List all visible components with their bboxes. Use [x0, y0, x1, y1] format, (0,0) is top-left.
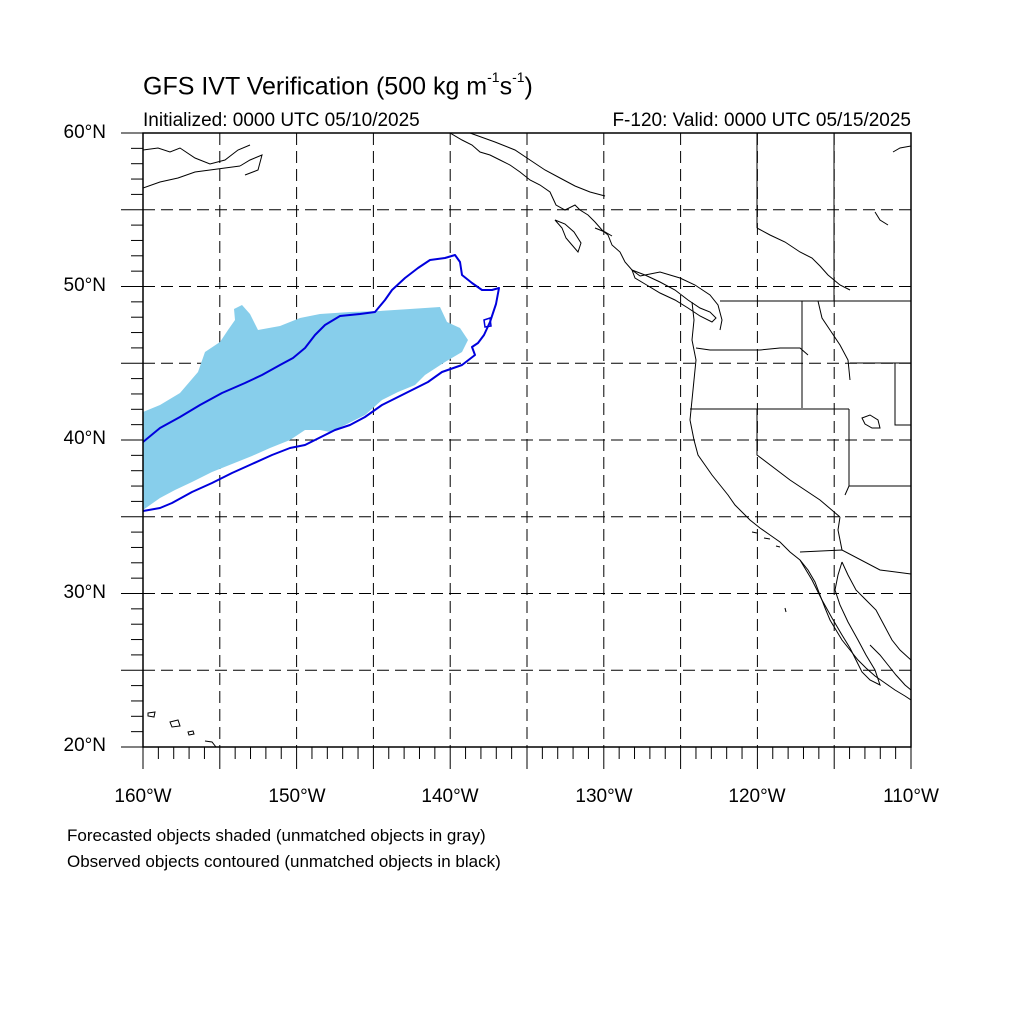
- lon-label-120w: 120°W: [728, 786, 786, 807]
- observed-contour-notch: [483, 316, 492, 328]
- lat-label-60n: 60°N: [63, 122, 106, 143]
- forecast-ivt-object: [143, 305, 468, 510]
- lon-label-150w: 150°W: [268, 786, 326, 807]
- init-time-label: Initialized: 0000 UTC 05/10/2025: [143, 110, 420, 131]
- political-boundaries: [690, 133, 911, 575]
- coastlines: [143, 133, 911, 747]
- axis-ticks: [121, 132, 912, 769]
- lon-label-160w: 160°W: [114, 786, 172, 807]
- lat-label-20n: 20°N: [63, 735, 106, 756]
- lon-label-110w: 110°W: [883, 786, 939, 807]
- lat-label-40n: 40°N: [63, 428, 106, 449]
- observed-ivt-contour: [143, 254, 500, 512]
- legend-forecast-note: Forecasted objects shaded (unmatched obj…: [67, 826, 486, 845]
- legend-observed-note: Observed objects contoured (unmatched ob…: [67, 852, 501, 871]
- lat-label-50n: 50°N: [63, 275, 106, 296]
- lon-label-140w: 140°W: [421, 786, 479, 807]
- valid-time-label: F-120: Valid: 0000 UTC 05/15/2025: [612, 110, 911, 131]
- lon-label-130w: 130°W: [575, 786, 633, 807]
- lat-label-30n: 30°N: [63, 582, 106, 603]
- map-title: GFS IVT Verification (500 kg m-1s-1): [143, 69, 533, 101]
